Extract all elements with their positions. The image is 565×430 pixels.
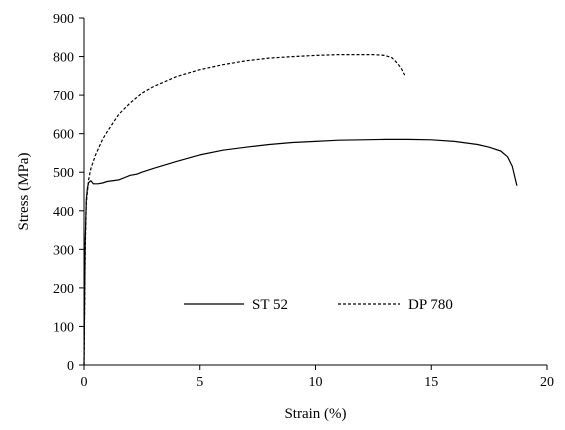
x-tick-label: 5 bbox=[196, 375, 203, 390]
y-tick-label: 900 bbox=[53, 12, 74, 27]
x-tick-label: 20 bbox=[540, 375, 554, 390]
x-ticks: 0 5 10 15 20 bbox=[81, 365, 554, 390]
series-line-st-52 bbox=[83, 138, 518, 366]
x-tick-label: 0 bbox=[81, 375, 88, 390]
y-tick-label: 100 bbox=[53, 320, 74, 335]
series-line-dp-780 bbox=[83, 53, 406, 366]
y-ticks: 0 100 200 300 400 500 600 700 800 900 bbox=[53, 12, 84, 374]
series-layer bbox=[83, 53, 518, 366]
y-tick-label: 0 bbox=[67, 359, 74, 374]
legend-label-dp-780: DP 780 bbox=[408, 297, 453, 313]
y-tick-label: 300 bbox=[53, 243, 74, 258]
legend-label-st-52: ST 52 bbox=[252, 297, 288, 313]
y-tick-label: 200 bbox=[53, 282, 74, 297]
axes bbox=[83, 18, 547, 366]
y-tick-label: 800 bbox=[53, 51, 74, 66]
y-tick-label: 700 bbox=[53, 89, 74, 104]
x-tick-label: 10 bbox=[309, 375, 323, 390]
y-tick-label: 500 bbox=[53, 166, 74, 181]
legend: ST 52 DP 780 bbox=[184, 297, 453, 313]
y-tick-label: 400 bbox=[53, 205, 74, 220]
x-tick-label: 15 bbox=[424, 375, 438, 390]
y-axis-label: Stress (MPa) bbox=[16, 153, 32, 231]
y-tick-label: 600 bbox=[53, 128, 74, 143]
x-axis-label: Strain (%) bbox=[284, 406, 346, 422]
